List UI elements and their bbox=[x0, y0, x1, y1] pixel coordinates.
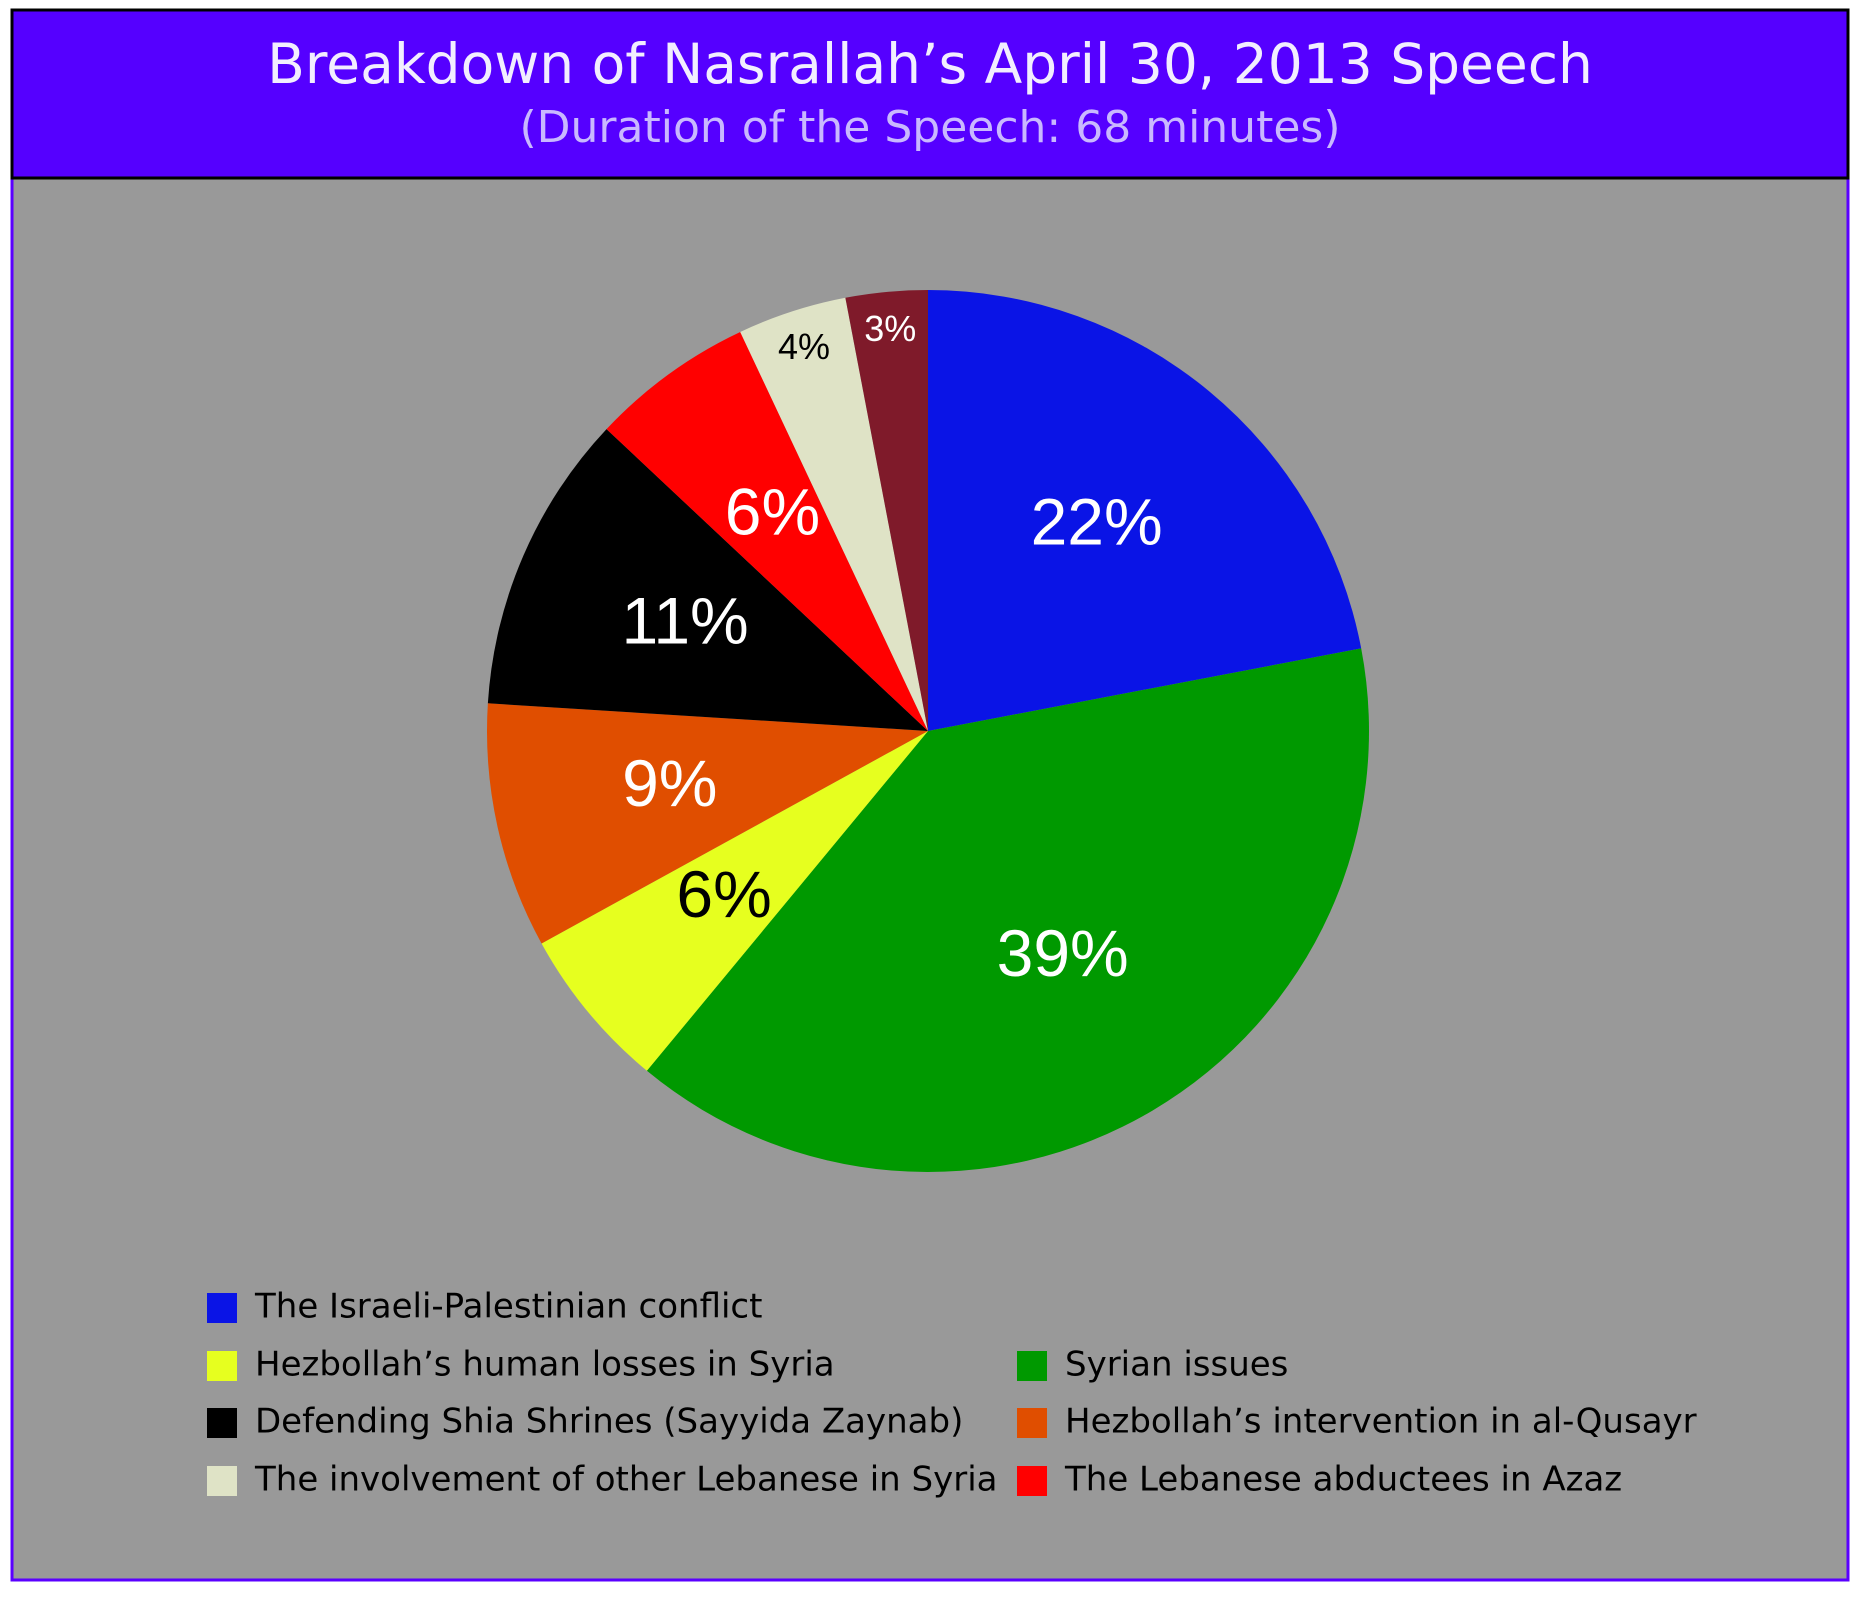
legend-label: Syrian issues bbox=[1065, 1345, 1288, 1385]
legend-swatch bbox=[207, 1408, 237, 1438]
pie-slice bbox=[845, 290, 928, 731]
slice-label: 6% bbox=[725, 474, 820, 548]
legend-label: The involvement of other Lebanese in Syr… bbox=[254, 1460, 998, 1500]
chart-title: Breakdown of Nasrallah’s April 30, 2013 … bbox=[267, 32, 1593, 96]
slice-label: 3% bbox=[864, 308, 916, 349]
legend-label: The Israeli-Palestinian conflict bbox=[254, 1287, 762, 1327]
legend-swatch bbox=[1017, 1408, 1047, 1438]
pie-slice bbox=[487, 429, 928, 731]
legend-label: Hezbollah’s intervention in al-Qusayr bbox=[1065, 1402, 1697, 1442]
legend-label: The Lebanese abductees in Azaz bbox=[1064, 1460, 1622, 1500]
legend-swatch bbox=[1017, 1466, 1047, 1496]
slice-label: 11% bbox=[622, 583, 749, 657]
title-bar bbox=[10, 8, 1850, 180]
legend-label: Defending Shia Shrines (Sayyida Zaynab) bbox=[255, 1402, 963, 1442]
chart-subtitle: (Duration of the Speech: 68 minutes) bbox=[520, 102, 1341, 153]
legend-swatch bbox=[1017, 1351, 1047, 1381]
pie-slice bbox=[486, 703, 928, 944]
slice-label: 4% bbox=[778, 326, 830, 367]
slice-label: 6% bbox=[676, 857, 771, 931]
legend-swatch bbox=[207, 1466, 237, 1496]
pie-slice bbox=[606, 331, 928, 731]
pie-slice bbox=[541, 731, 928, 1071]
slice-label: 22% bbox=[1031, 485, 1163, 559]
legend-swatch bbox=[207, 1351, 237, 1381]
pie-slice bbox=[740, 297, 928, 731]
pie-slice bbox=[646, 648, 1369, 1173]
legend-label: Hezbollah’s human losses in Syria bbox=[255, 1345, 835, 1385]
pie-slice bbox=[928, 290, 1362, 731]
slice-label: 9% bbox=[622, 746, 717, 820]
legend-swatch bbox=[207, 1293, 237, 1323]
slice-label: 39% bbox=[997, 916, 1129, 990]
